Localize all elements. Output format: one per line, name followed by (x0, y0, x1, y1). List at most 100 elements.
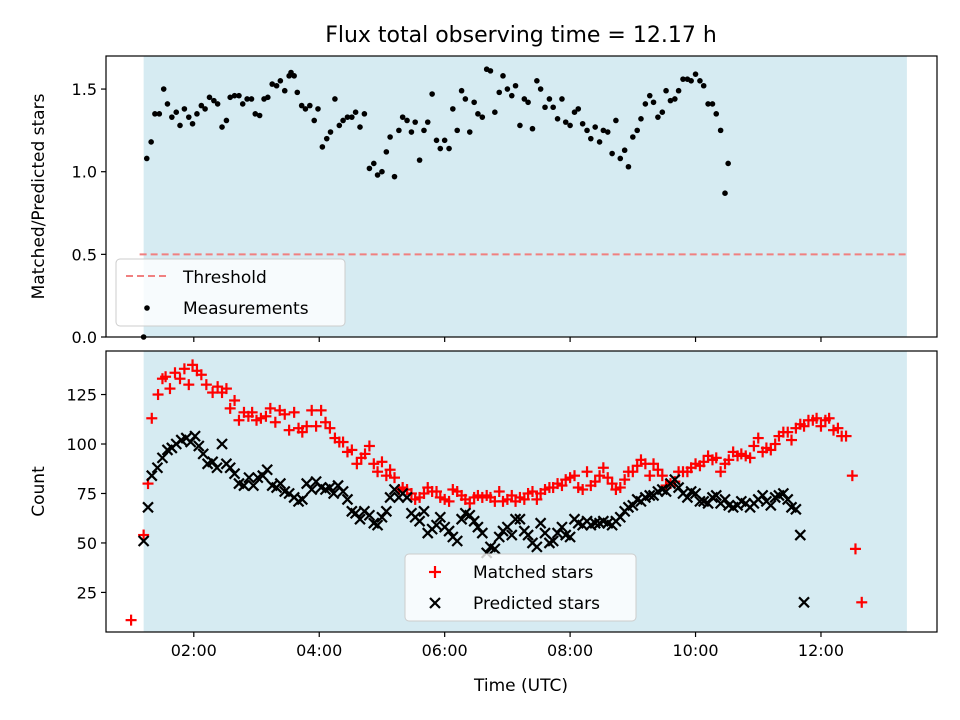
matched-star-point (614, 482, 626, 494)
matched-star-point (849, 543, 861, 555)
matched-star-point (337, 436, 349, 448)
matched-star-point (627, 466, 639, 478)
matched-star-point (556, 480, 568, 492)
matched-star-point (431, 486, 443, 497)
measurement-point (534, 77, 540, 84)
matched-star-point (195, 369, 207, 381)
predicted-star-point (547, 535, 559, 547)
y-tick-label: 125 (66, 386, 97, 405)
predicted-star-point (765, 499, 777, 512)
matched-star-point (856, 596, 868, 608)
measurement-point (504, 86, 511, 92)
matched-star-point (178, 363, 190, 375)
measurement-point (625, 163, 632, 170)
measurement-point (148, 139, 154, 145)
measurement-point (374, 172, 381, 178)
x-tick-label: 02:00 (171, 641, 217, 660)
measurement-point (512, 82, 519, 89)
measurement-point (340, 117, 346, 124)
bottom-legend: Matched stars Predicted stars (404, 553, 637, 622)
matched-star-point (602, 472, 614, 484)
measurement-point (663, 87, 669, 94)
matched-star-point (187, 359, 199, 371)
measurement-point (433, 137, 440, 144)
y-tick-label: 25 (77, 583, 97, 602)
predicted-star-point (137, 535, 150, 547)
predicted-star-point (443, 525, 455, 537)
predicted-star-point (354, 513, 366, 525)
x-tick-label: 06:00 (422, 641, 468, 660)
predicted-star-point (694, 495, 706, 508)
matched-star-point (288, 406, 300, 418)
measurement-point (592, 124, 598, 130)
measurement-point (450, 106, 456, 112)
measurement-point (550, 104, 556, 111)
matched-star-point (765, 444, 777, 456)
measurement-point (508, 92, 515, 99)
bottom-y-ticks: 25 50 75 100 125 (66, 386, 106, 602)
matched-star-point (376, 456, 388, 468)
measurement-point (537, 86, 544, 92)
predicted-star-point (476, 527, 489, 539)
measurement-point (173, 109, 180, 115)
measurement-points (140, 66, 731, 340)
measurement-point (529, 125, 536, 132)
matched-star-point (315, 404, 327, 416)
measurement-point (152, 111, 158, 117)
measurement-point (659, 109, 666, 115)
matched-star-point (656, 470, 668, 482)
matched-star-point (577, 484, 589, 496)
matched-star-point (526, 486, 538, 497)
measurement-point (517, 122, 523, 129)
measurement-point (638, 116, 644, 122)
predicted-star-point (261, 463, 273, 476)
predicted-star-point (451, 535, 463, 547)
predicted-star-point (660, 485, 672, 498)
matched-star-point (380, 470, 392, 482)
measurement-point (496, 89, 503, 96)
measurement-point (458, 87, 465, 94)
measurement-point (248, 96, 255, 102)
measurement-point (479, 114, 486, 120)
matched-star-point (346, 444, 358, 456)
measurement-point (311, 117, 318, 124)
measurement-point (269, 81, 276, 87)
measurement-point (613, 117, 619, 124)
predicted-star-point (243, 471, 255, 484)
measurement-point (371, 160, 377, 167)
top-legend: Threshold Measurements (115, 258, 346, 327)
matched-legend-label: Matched stars (473, 563, 593, 583)
top-y-axis-label: Matched/Predicted stars (29, 93, 49, 299)
measurement-point (475, 111, 481, 117)
matched-star-point (260, 410, 272, 422)
measurement-point (323, 135, 330, 142)
predicted-star-point (418, 505, 430, 518)
predicted-star-point (564, 531, 576, 543)
measurement-point (554, 116, 561, 122)
measurement-point (462, 96, 469, 102)
measurement-point (454, 127, 461, 134)
matched-star-point (174, 373, 186, 385)
matched-star-point (138, 529, 150, 541)
measurement-point (441, 137, 448, 144)
predicted-star-point (434, 511, 447, 524)
measurement-point (546, 96, 553, 102)
predicted-star-point (531, 541, 543, 553)
measurement-point (404, 117, 410, 124)
predicted-star-point (324, 481, 336, 494)
predicted-star-point (211, 461, 223, 474)
matched-star-point (752, 432, 764, 444)
measurement-point (379, 168, 385, 175)
predicted-star-point (794, 529, 807, 541)
measurement-point (352, 109, 359, 115)
measurement-point (692, 71, 699, 77)
matched-star-point (125, 614, 137, 626)
measurement-point (227, 94, 233, 101)
matched-star-point (846, 470, 858, 482)
matched-star-point (212, 381, 224, 393)
matched-star-point (744, 452, 756, 464)
measurement-point (349, 114, 355, 120)
predicted-stars-points (137, 430, 810, 609)
measurement-point (387, 134, 393, 140)
predicted-star-point (506, 529, 518, 541)
